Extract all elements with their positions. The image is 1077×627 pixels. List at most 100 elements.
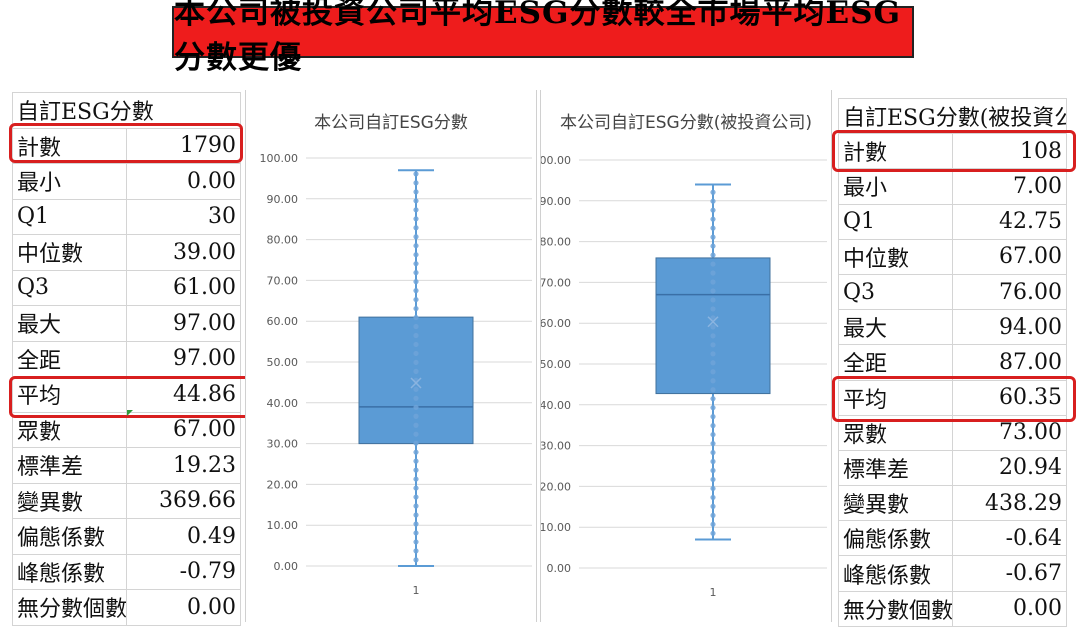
data-point — [710, 252, 716, 258]
stat-value: 67.00 — [126, 411, 241, 448]
data-point — [413, 368, 419, 374]
data-point — [710, 431, 716, 438]
table-row: 最大 94.00 — [838, 309, 1067, 346]
table-header: 自訂ESG分數(被投資公司) — [838, 97, 1067, 135]
stat-label: 峰態係數 — [838, 555, 953, 592]
table-row: 全距 97.00 — [12, 340, 241, 377]
headline-banner: 本公司被投資公司平均ESG分數較全市場平均ESG分數更優 — [172, 0, 914, 76]
table-row: 中位數 39.00 — [12, 234, 241, 271]
y-tick-label: 80.00 — [267, 234, 299, 247]
data-point — [710, 512, 716, 518]
y-tick-label: 50.00 — [267, 356, 299, 369]
stat-value: 7.00 — [952, 168, 1067, 205]
data-point — [710, 414, 716, 420]
chart-title: 本公司自訂ESG分數 — [314, 113, 468, 133]
data-point — [710, 324, 716, 330]
stat-value: 76.00 — [952, 273, 1067, 311]
table-row: 最大 97.00 — [12, 305, 241, 342]
table-row: 平均 44.86 — [12, 376, 241, 413]
data-point — [413, 521, 419, 527]
table-row: Q1 42.75 — [838, 203, 1067, 240]
data-point — [710, 458, 716, 465]
y-tick-label: 70.00 — [267, 274, 299, 287]
stat-label: 最大 — [12, 305, 127, 342]
x-tick-label: 1 — [710, 586, 717, 599]
chart-panel-market: 本公司自訂ESG分數 100.00 90.00 80.00 70.00 60.00 50.… — [245, 90, 537, 622]
table-row: 變異數 369.66 — [12, 482, 241, 519]
stat-label: 最小 — [838, 168, 953, 205]
data-point — [710, 485, 716, 492]
stat-label: 最小 — [12, 163, 127, 200]
table-row: 計數 108 — [838, 133, 1067, 170]
chart-title: 本公司自訂ESG分數(被投資公司) — [560, 113, 812, 133]
stat-label: Q1 — [838, 203, 953, 240]
data-point — [413, 503, 419, 509]
table-row: 最小 7.00 — [838, 168, 1067, 205]
stat-value: 1790 — [126, 127, 241, 164]
headline-text: 本公司被投資公司平均ESG分數較全市場平均ESG分數更優 — [174, 0, 901, 76]
data-point — [710, 449, 716, 456]
data-point — [413, 476, 419, 482]
stat-label: 變異數 — [12, 482, 127, 519]
stat-value: 108 — [952, 133, 1067, 170]
y-tick-label: 60.00 — [541, 317, 571, 330]
table-row: 無分數個數 0.00 — [838, 590, 1067, 627]
data-point — [413, 341, 419, 348]
data-point — [710, 288, 716, 294]
table-row: 眾數 67.00 — [12, 411, 241, 448]
data-point — [710, 243, 716, 249]
data-point — [710, 440, 716, 447]
table-header-row: 自訂ESG分數(被投資公司) — [838, 97, 1067, 135]
table-row: 峰態係數 -0.79 — [12, 553, 241, 590]
data-point — [413, 171, 419, 177]
data-point — [413, 440, 419, 446]
stat-value: 44.86 — [126, 376, 241, 413]
data-point — [710, 234, 716, 240]
y-tick-label: 10.00 — [267, 519, 299, 532]
table-row: 變異數 438.29 — [838, 485, 1067, 522]
data-point — [710, 279, 716, 285]
table-header: 自訂ESG分數 — [12, 92, 241, 129]
data-point — [710, 261, 716, 267]
data-point — [413, 512, 419, 518]
stat-value: 73.00 — [952, 414, 1067, 451]
stat-value: -0.79 — [126, 553, 241, 590]
data-point — [413, 494, 419, 500]
data-point — [710, 198, 716, 204]
y-tick-label: 90.00 — [541, 195, 571, 208]
data-point — [710, 396, 716, 402]
table-row: 最小 0.00 — [12, 163, 241, 200]
data-point — [710, 216, 716, 222]
data-point — [413, 449, 419, 455]
market-stats-table: 自訂ESG分數 計數 1790 最小 0.00 Q1 30 中位數 39.00 Q3 61.00 最大… — [12, 92, 241, 626]
data-point — [413, 270, 419, 276]
stat-label: 變異數 — [838, 485, 953, 522]
stat-label: 偏態係數 — [12, 518, 127, 555]
data-point — [710, 494, 716, 501]
y-tick-label: 40.00 — [541, 399, 571, 412]
stat-value: 19.23 — [126, 447, 241, 484]
data-point — [710, 476, 716, 483]
data-point — [413, 207, 419, 213]
data-point — [413, 216, 419, 222]
data-point — [710, 467, 716, 474]
stat-value: 39.00 — [126, 234, 241, 271]
data-point — [710, 387, 716, 393]
stat-value: 0.49 — [126, 518, 241, 555]
stat-label: 平均 — [838, 379, 953, 416]
y-tick-label: 0.00 — [274, 560, 299, 573]
table-row: 眾數 73.00 — [838, 414, 1067, 451]
y-tick-label: 20.00 — [267, 478, 299, 491]
data-point — [413, 386, 419, 392]
data-point — [710, 297, 716, 303]
stat-label: 中位數 — [12, 234, 127, 271]
data-point — [413, 557, 419, 563]
stat-label: 平均 — [12, 376, 127, 413]
data-point — [710, 521, 716, 527]
y-tick-label: 70.00 — [541, 276, 571, 289]
data-point — [710, 270, 716, 276]
stat-value: 0.00 — [126, 163, 241, 200]
investee-stats-table: 自訂ESG分數(被投資公司)計數108最小7.00Q142.75中位數67.00… — [838, 97, 1067, 627]
stat-label: 全距 — [12, 340, 127, 377]
data-point — [413, 404, 419, 410]
